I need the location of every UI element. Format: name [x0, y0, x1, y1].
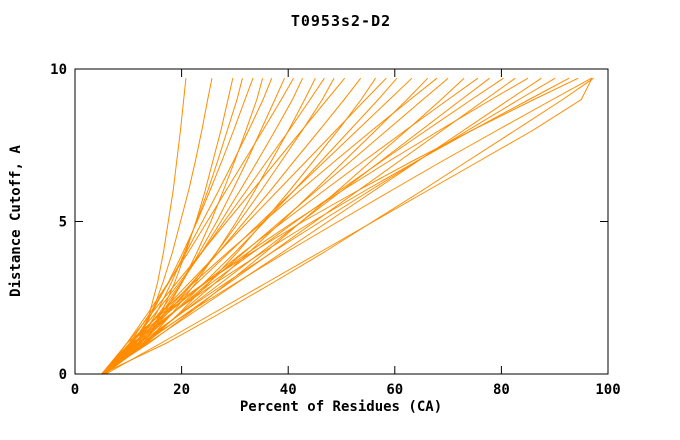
- model-curve: [101, 77, 294, 375]
- x-tick-label: 60: [386, 382, 403, 398]
- model-curve: [105, 77, 593, 375]
- model-curve: [102, 77, 346, 375]
- model-curve: [102, 77, 398, 375]
- model-curve: [103, 77, 556, 375]
- y-tick-label: 0: [59, 367, 67, 383]
- model-curve: [102, 77, 529, 375]
- model-curve: [101, 77, 491, 375]
- model-curve: [101, 77, 594, 375]
- x-tick-label: 20: [173, 382, 190, 398]
- model-curve: [103, 77, 325, 375]
- model-curve: [102, 77, 479, 375]
- x-tick-label: 100: [595, 382, 620, 398]
- model-curve: [102, 78, 187, 375]
- model-curve: [103, 77, 449, 375]
- model-curve: [101, 77, 316, 375]
- model-curve: [104, 77, 504, 375]
- x-tick-label: 0: [71, 382, 79, 398]
- x-tick-label: 80: [493, 382, 510, 398]
- chart-title: T0953s2-D2: [291, 12, 391, 30]
- model-curve: [103, 77, 579, 375]
- model-curve: [104, 78, 264, 375]
- model-curve: [101, 77, 570, 375]
- model-curve: [101, 77, 542, 375]
- model-curve: [101, 78, 254, 375]
- x-tick-label: 40: [280, 382, 297, 398]
- model-curve: [101, 77, 465, 375]
- model-curve: [101, 78, 273, 375]
- model-curve: [102, 77, 592, 375]
- y-tick-label: 10: [50, 62, 67, 78]
- y-tick-label: 5: [59, 215, 67, 231]
- model-curve: [101, 77, 413, 375]
- x-axis-label: Percent of Residues (CA): [240, 399, 442, 415]
- y-axis-label: Distance Cutoff, A: [8, 145, 24, 297]
